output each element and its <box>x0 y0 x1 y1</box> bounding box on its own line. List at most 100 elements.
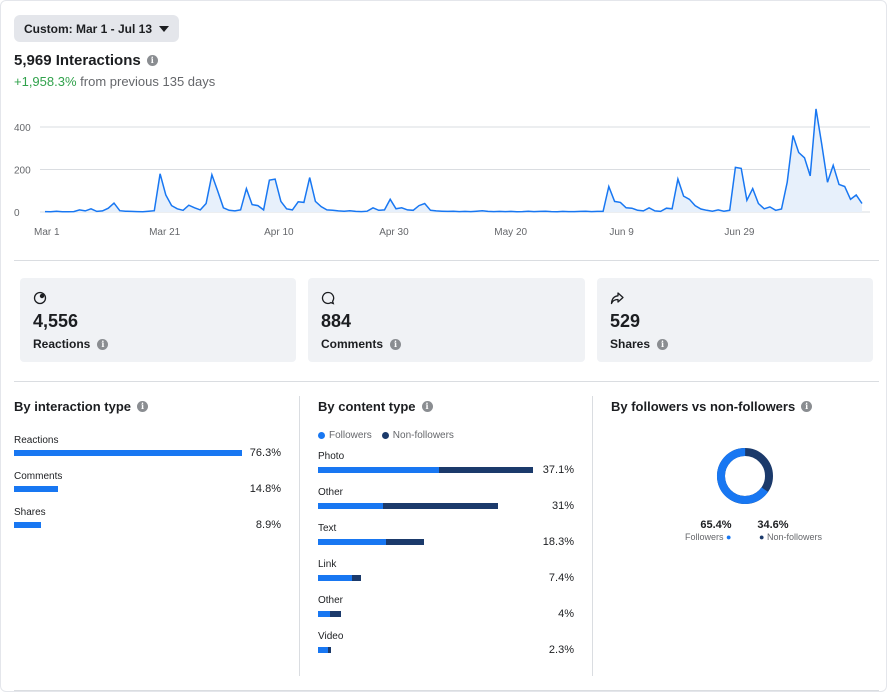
followers-dot-icon: ● <box>726 532 732 542</box>
x-tick-label: Apr 30 <box>379 227 409 238</box>
reactions-label-row: Reactions i <box>33 337 109 351</box>
divider-top <box>14 260 879 261</box>
shares-value: 529 <box>610 311 641 331</box>
total-interactions-label: 5,969 Interactions <box>14 52 141 69</box>
bar-fill <box>14 486 59 492</box>
divider-middle <box>14 381 879 382</box>
info-icon[interactable]: i <box>137 401 149 412</box>
legend-followers: Followers <box>318 430 372 441</box>
share-arrow-icon <box>610 292 624 305</box>
change-period: from previous 135 days <box>76 74 216 89</box>
followers-bar <box>318 647 329 653</box>
followers-dot-icon <box>318 431 325 439</box>
comment-bubble-icon <box>321 291 335 305</box>
bar-label: Other <box>318 487 344 498</box>
non-followers-bar <box>438 467 533 473</box>
bar-percent: 76.3% <box>249 447 281 459</box>
comments-label-row: Comments i <box>321 337 402 351</box>
content-type-title: By content type i <box>318 399 433 414</box>
x-tick-label: Apr 10 <box>264 227 294 238</box>
followers-bar <box>318 467 439 473</box>
info-icon[interactable]: i <box>421 401 433 412</box>
bar-fill <box>14 450 242 456</box>
comments-label: Comments <box>321 337 384 351</box>
bar-label: Other <box>318 595 344 606</box>
total-interactions: 5,969 Interactions i <box>14 52 158 69</box>
card-reactions: 4,556 Reactions i <box>20 278 296 362</box>
x-tick-label: Mar 21 <box>149 227 181 238</box>
card-shares: 529 Shares i <box>597 278 873 362</box>
interactions-line-chart: 0 200 400 Mar 1 Mar 21 Apr 10 Apr 30 May 20 Jun … <box>0 100 889 250</box>
date-range-label: Custom: Mar 1 - Jul 13 <box>24 21 153 36</box>
bar-label: Shares <box>14 507 46 518</box>
followers-bar <box>318 575 353 581</box>
shares-label: Shares <box>610 337 651 351</box>
non-followers-bar <box>330 611 342 617</box>
bar-percent: 8.9% <box>255 519 281 531</box>
info-icon[interactable]: i <box>390 338 402 350</box>
bar-label: Video <box>318 631 344 642</box>
non-followers-dot-icon: ● <box>759 532 765 542</box>
bar-percent: 37.1% <box>542 464 574 476</box>
y-tick-label: 0 <box>14 208 20 219</box>
bar-label: Photo <box>318 451 345 462</box>
bar-percent: 14.8% <box>249 483 281 495</box>
donut-non-followers-label: ● Non-followers <box>759 532 822 542</box>
info-icon[interactable]: i <box>146 55 158 66</box>
change-percent: +1,958.3% <box>14 74 77 89</box>
bar-label: Text <box>318 523 337 534</box>
legend-followers-label: Followers <box>329 430 372 441</box>
bar-label: Reactions <box>14 435 59 446</box>
bar-label: Comments <box>14 471 63 482</box>
followers-heading: By followers vs non-followers <box>611 399 796 414</box>
shares-label-row: Shares i <box>610 337 669 351</box>
followers-bar <box>318 539 386 545</box>
non-followers-dot-icon <box>381 431 389 439</box>
legend-non-followers: Non-followers <box>381 430 454 441</box>
bar-label: Link <box>318 559 337 570</box>
bar-fill <box>14 522 41 528</box>
followers-title: By followers vs non-followers i <box>611 399 813 414</box>
bar-percent: 31% <box>551 500 574 512</box>
bar-percent: 7.4% <box>548 572 574 584</box>
non-followers-bar <box>352 575 361 581</box>
content-type-heading: By content type <box>318 399 416 414</box>
followers-donut <box>717 448 773 504</box>
y-tick-label: 400 <box>14 123 31 134</box>
donut-followers-label: Followers ● <box>685 532 731 542</box>
x-tick-label: Jun 9 <box>609 227 634 238</box>
y-tick-label: 200 <box>14 166 31 177</box>
donut-followers-text: Followers <box>685 532 724 542</box>
x-tick-label: May 20 <box>494 227 527 238</box>
reactions-label: Reactions <box>33 337 91 351</box>
column-divider-1 <box>299 396 300 676</box>
x-tick-label: Jun 29 <box>724 227 754 238</box>
interaction-type-heading: By interaction type <box>14 399 132 414</box>
non-followers-percent: 34.6% <box>757 519 789 531</box>
info-icon[interactable]: i <box>97 338 109 350</box>
info-icon[interactable]: i <box>801 401 813 412</box>
content-legend: Followers Non-followers <box>318 430 454 441</box>
non-followers-bar <box>328 647 332 653</box>
reactions-icon <box>33 291 47 305</box>
non-followers-bar <box>382 503 498 509</box>
interaction-type-title: By interaction type i <box>14 399 149 414</box>
followers-bar <box>318 611 331 617</box>
bar-percent: 18.3% <box>542 536 574 548</box>
caret-down-icon <box>159 25 170 32</box>
divider-bottom <box>14 690 879 691</box>
legend-non-followers-label: Non-followers <box>392 430 454 441</box>
x-tick-label: Mar 1 <box>34 227 60 238</box>
interactions-area <box>45 108 862 212</box>
reactions-value: 4,556 <box>33 311 79 331</box>
change-text: +1,958.3% from previous 135 days <box>14 74 215 89</box>
date-range-dropdown[interactable]: Custom: Mar 1 - Jul 13 <box>14 15 180 42</box>
interactions-line <box>44 108 863 213</box>
non-followers-bar <box>385 539 425 545</box>
info-icon[interactable]: i <box>657 338 669 350</box>
followers-percent: 65.4% <box>700 519 732 531</box>
interactions-chart-svg: 0 200 400 Mar 1 Mar 21 Apr 10 Apr 30 May 20 Jun … <box>14 108 870 238</box>
card-comments: 884 Comments i <box>308 278 585 362</box>
comments-value: 884 <box>321 311 352 331</box>
